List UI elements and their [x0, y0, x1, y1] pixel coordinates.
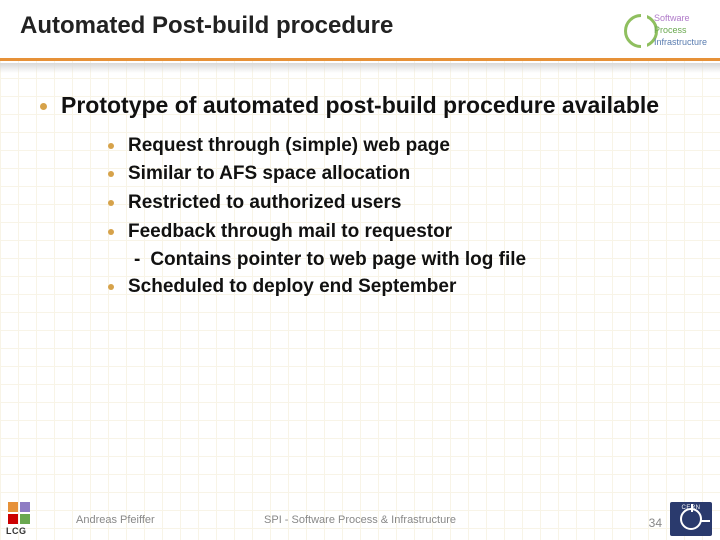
- sub-text: Feedback through mail to requestor: [128, 220, 452, 245]
- cern-logo-icon: CERN: [670, 502, 712, 536]
- divider-orange: [0, 58, 720, 61]
- list-item: Similar to AFS space allocation: [108, 162, 690, 187]
- dash-icon: -: [134, 249, 140, 271]
- bullet-icon: [108, 171, 114, 177]
- main-bullet: Prototype of automated post-build proced…: [40, 91, 690, 120]
- subsub-text: Contains pointer to web page with log fi…: [150, 249, 526, 271]
- spi-line1: Software: [654, 12, 707, 24]
- lcg-label: LCG: [6, 526, 27, 536]
- sub-text: Similar to AFS space allocation: [128, 162, 410, 187]
- slide-title: Automated Post-build procedure: [20, 12, 624, 40]
- footer: LCG Andreas Pfeiffer SPI - Software Proc…: [0, 500, 720, 540]
- bullet-icon: [108, 143, 114, 149]
- spi-line3: Infrastructure: [654, 36, 707, 48]
- list-item: Restricted to authorized users: [108, 191, 690, 216]
- bullet-icon: [108, 200, 114, 206]
- sub-text: Restricted to authorized users: [128, 191, 401, 216]
- list-item: - Contains pointer to web page with log …: [134, 249, 690, 271]
- page-number: 34: [649, 516, 662, 530]
- bullet-icon: [108, 229, 114, 235]
- slide: Automated Post-build procedure Software …: [0, 0, 720, 540]
- sub-text: Request through (simple) web page: [128, 134, 450, 159]
- content-area: Prototype of automated post-build proced…: [0, 73, 720, 299]
- list-item: Scheduled to deploy end September: [108, 275, 690, 300]
- sub-list: Request through (simple) web page Simila…: [40, 134, 690, 299]
- list-item: Feedback through mail to requestor: [108, 220, 690, 245]
- sub-sub-list: - Contains pointer to web page with log …: [108, 249, 690, 271]
- spi-logo-icon: Software Process Infrastructure: [624, 12, 702, 52]
- spi-line2: Process: [654, 24, 707, 36]
- header: Automated Post-build procedure Software …: [0, 0, 720, 52]
- list-item: Request through (simple) web page: [108, 134, 690, 159]
- divider-fade: [0, 63, 720, 73]
- bullet-icon: [108, 284, 114, 290]
- bullet-icon: [40, 103, 47, 110]
- sub-text: Scheduled to deploy end September: [128, 275, 456, 300]
- main-heading: Prototype of automated post-build proced…: [61, 91, 659, 120]
- footer-center: SPI - Software Process & Infrastructure: [0, 514, 720, 526]
